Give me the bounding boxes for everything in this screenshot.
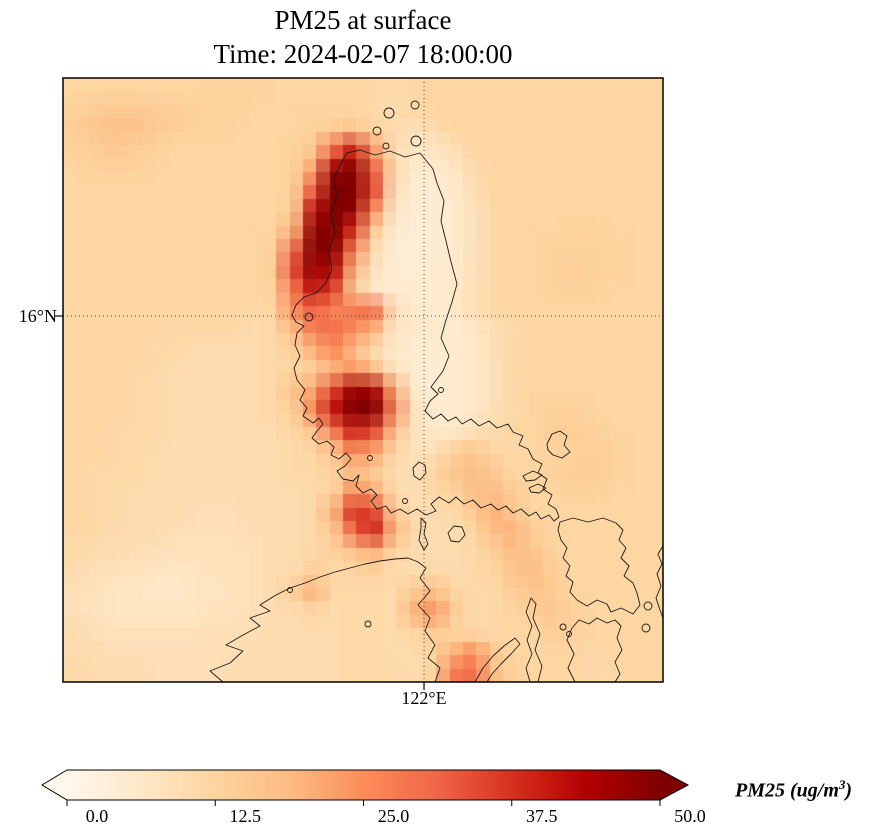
coastline-islet-9 <box>438 387 444 393</box>
colorbar <box>41 769 690 806</box>
coastline-islet-7 <box>410 135 422 147</box>
coastline-islet-4 <box>383 107 395 119</box>
coastline-ticao-sliver <box>525 597 543 683</box>
colorbar-tick-label: 50.0 <box>674 806 706 826</box>
coastline-bicol-islet-a <box>522 470 543 482</box>
x-axis-tick-label: 122°E <box>401 688 447 708</box>
coastline-islet-3 <box>402 498 408 504</box>
coastline-burias <box>412 461 427 481</box>
coastline-islet-8 <box>382 142 390 150</box>
pm25-heatmap-canvas <box>63 78 663 682</box>
chart-title-line2: Time: 2024-02-07 18:00:00 <box>213 39 513 69</box>
coastline-islet-2 <box>367 455 373 461</box>
coastline-islet-5 <box>410 100 420 110</box>
map-plot <box>55 77 664 690</box>
coastline-islet-14 <box>566 631 572 637</box>
chart-title-line1: PM25 at surface <box>274 5 452 35</box>
colorbar-title-superscript: 3 <box>838 777 846 792</box>
coastline-islet-11 <box>643 601 653 611</box>
coastline-verde <box>418 517 429 551</box>
map-border <box>62 77 664 683</box>
chart-title: PM25 at surface Time: 2024-02-07 18:00:0… <box>63 3 663 71</box>
colorbar-tick-label: 25.0 <box>377 806 410 826</box>
colorbar-tick-label: 37.5 <box>526 806 558 826</box>
coastline-islet-6 <box>372 126 382 136</box>
colorbar-bar <box>41 769 690 801</box>
map-overlay <box>55 77 664 690</box>
colorbar-tick-label: 12.5 <box>229 806 262 826</box>
colorbar-title-suffix: ) <box>845 779 853 802</box>
coastline-tablas-sliver <box>474 637 521 683</box>
colorbar-title-prefix: PM25 (ug/m <box>735 779 839 802</box>
coastline-islet-0 <box>304 312 314 322</box>
colorbar-tick-labels: 0.0 12.5 25.0 37.5 50.0 <box>0 806 871 830</box>
coastline-islet-12 <box>641 623 651 633</box>
coastline-catanduanes <box>546 430 571 459</box>
coastline-islet-1 <box>364 620 372 628</box>
coastline-marinduque <box>447 525 466 543</box>
colorbar-tick-label: 0.0 <box>85 806 109 826</box>
colorbar-title: PM25 (ug/m3) <box>735 769 853 802</box>
coastline-luzon <box>291 149 560 522</box>
y-axis-tick-label: 16°N <box>18 306 57 326</box>
coastline-islet-13 <box>559 623 567 631</box>
coastline-east-edge-sliver <box>655 545 664 619</box>
coastline-mindoro <box>209 557 441 683</box>
coastline-bicol-islet-b <box>528 483 547 494</box>
coastline-islet-10 <box>287 587 293 593</box>
coastline-samar-north <box>557 517 641 615</box>
coastline-samar-south <box>566 617 623 683</box>
